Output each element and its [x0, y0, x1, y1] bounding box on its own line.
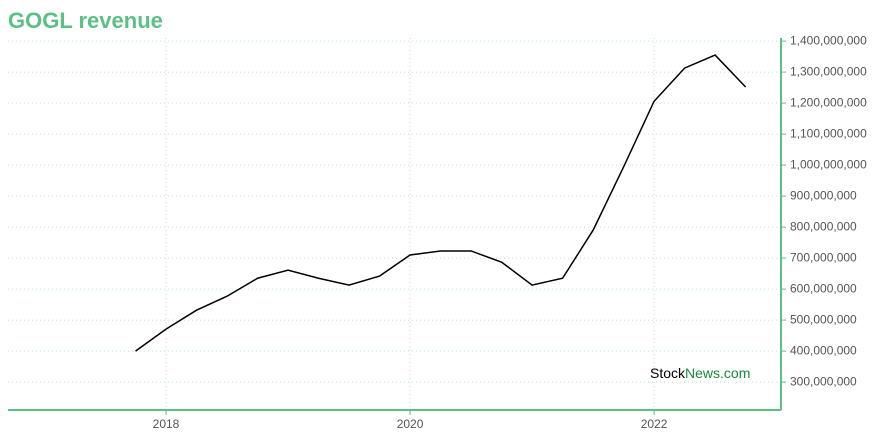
y-tick-label: 1,100,000,000 — [790, 126, 867, 140]
x-tick-label: 2022 — [641, 417, 668, 431]
y-tick-label: 700,000,000 — [790, 250, 857, 264]
chart-title: GOGL revenue — [8, 8, 163, 33]
y-tick-label: 900,000,000 — [790, 188, 857, 202]
y-tick-label: 1,300,000,000 — [790, 64, 867, 78]
watermark-part: News.com — [685, 365, 750, 381]
y-tick-label: 1,400,000,000 — [790, 33, 867, 47]
y-tick-label: 800,000,000 — [790, 219, 857, 233]
y-tick-label: 300,000,000 — [790, 374, 857, 388]
y-tick-label: 1,000,000,000 — [790, 157, 867, 171]
watermark-part: Stock — [650, 365, 686, 381]
y-tick-label: 400,000,000 — [790, 343, 857, 357]
y-tick-label: 600,000,000 — [790, 281, 857, 295]
x-tick-label: 2020 — [397, 417, 424, 431]
x-tick-label: 2018 — [153, 417, 180, 431]
y-tick-label: 1,200,000,000 — [790, 95, 867, 109]
y-tick-label: 500,000,000 — [790, 312, 857, 326]
watermark: StockNews.com — [650, 365, 750, 381]
line — [135, 54, 747, 352]
